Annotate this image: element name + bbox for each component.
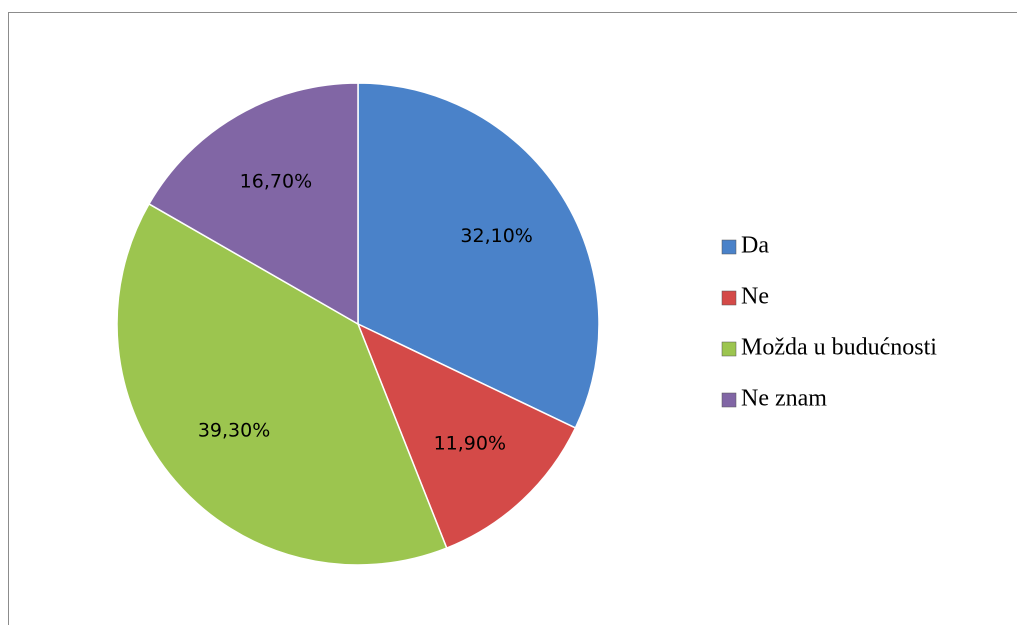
legend-label: Da [741,233,769,259]
pie-slice [116,202,448,566]
legend-label: Možda u budućnosti [741,335,937,361]
legend-swatch [721,290,737,306]
legend-swatch [721,392,737,408]
data-label: 11,90% [434,432,506,454]
data-label: 32,10% [460,225,532,247]
data-label: 39,30% [198,420,270,442]
frame [8,12,1017,625]
legend-label: Ne [741,284,769,310]
legend-swatch [721,239,737,255]
pie-slice [148,82,359,326]
legend-label: Ne znam [741,386,827,412]
pie-slice [356,322,577,550]
legend-swatch [721,341,737,357]
data-label: 16,70% [240,171,312,193]
pie-slice [357,82,600,429]
